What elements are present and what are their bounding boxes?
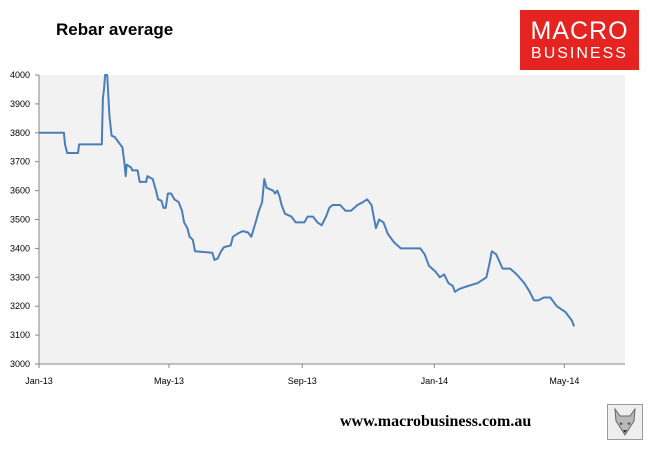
chart-title: Rebar average [56, 20, 174, 39]
y-tick-label: 3900 [10, 99, 30, 109]
macrobusiness-logo: MACRO BUSINESS [520, 10, 639, 70]
logo-line-macro: MACRO [530, 17, 629, 45]
plot-area [39, 75, 625, 364]
x-tick-label: Sep-13 [288, 376, 317, 386]
y-tick-label: 3600 [10, 186, 30, 196]
y-tick-label: 3000 [10, 359, 30, 369]
y-tick-label: 3400 [10, 243, 30, 253]
y-tick-label: 3700 [10, 157, 30, 167]
y-tick-label: 3500 [10, 215, 30, 225]
wolf-head-icon [607, 404, 643, 440]
x-tick-label: Jan-13 [25, 376, 53, 386]
series-line [39, 74, 576, 327]
y-tick-label: 3200 [10, 301, 30, 311]
footer-url: www.macrobusiness.com.au [340, 413, 532, 430]
y-tick-label: 3100 [10, 330, 30, 340]
y-tick-label: 3800 [10, 128, 30, 138]
x-tick-label: Jan-14 [421, 376, 449, 386]
y-tick-label: 3300 [10, 272, 30, 282]
y-tick-label: 4000 [10, 70, 30, 80]
x-tick-label: May-13 [154, 376, 184, 386]
x-tick-label: May-14 [549, 376, 579, 386]
logo-line-business: BUSINESS [531, 45, 628, 62]
